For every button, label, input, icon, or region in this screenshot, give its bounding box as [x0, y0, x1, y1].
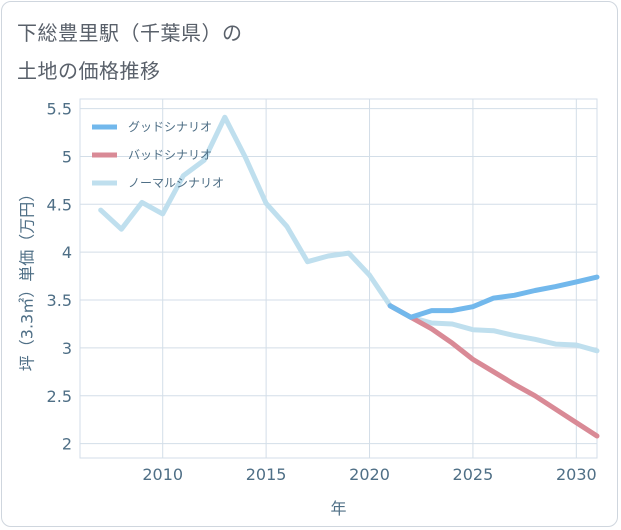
- y-tick-label: 4.5: [47, 195, 72, 214]
- y-tick-label: 3.5: [47, 291, 72, 310]
- chart-title-line-2: 土地の価格推移: [17, 59, 161, 83]
- x-tick-label: 2030: [556, 465, 597, 484]
- legend-label: グッドシナリオ: [128, 120, 212, 134]
- x-tick-label: 2025: [453, 465, 494, 484]
- legend-label: バッドシナリオ: [128, 148, 212, 162]
- y-tick-label: 5.5: [47, 100, 72, 119]
- chart-title-line-1: 下総豊里駅（千葉県）の: [17, 21, 243, 45]
- grid: [80, 99, 597, 458]
- y-tick-label: 2: [62, 435, 72, 454]
- series-line-1: [387, 303, 600, 439]
- y-tick-label: 2.5: [47, 387, 72, 406]
- x-tick-label: 2015: [246, 465, 287, 484]
- y-tick-label: 5: [62, 147, 72, 166]
- series-lines: [98, 114, 600, 439]
- y-tick-label: 4: [62, 243, 72, 262]
- x-tick-label: 2020: [349, 465, 390, 484]
- legend-label: ノーマルシナリオ: [128, 176, 224, 190]
- x-axis-title: 年: [330, 499, 346, 518]
- y-tick-label: 3: [62, 339, 72, 358]
- y-axis-title: 坪（3.3㎡）単価（万円）: [18, 186, 37, 371]
- x-tick-label: 2010: [142, 465, 183, 484]
- series-line-0: [387, 274, 600, 320]
- tick-labels: 2010 2015 2020 2025 2030 2 2.5 3 3.5 4 4.5 5 5.5: [47, 100, 597, 484]
- series-line-2: [98, 114, 600, 354]
